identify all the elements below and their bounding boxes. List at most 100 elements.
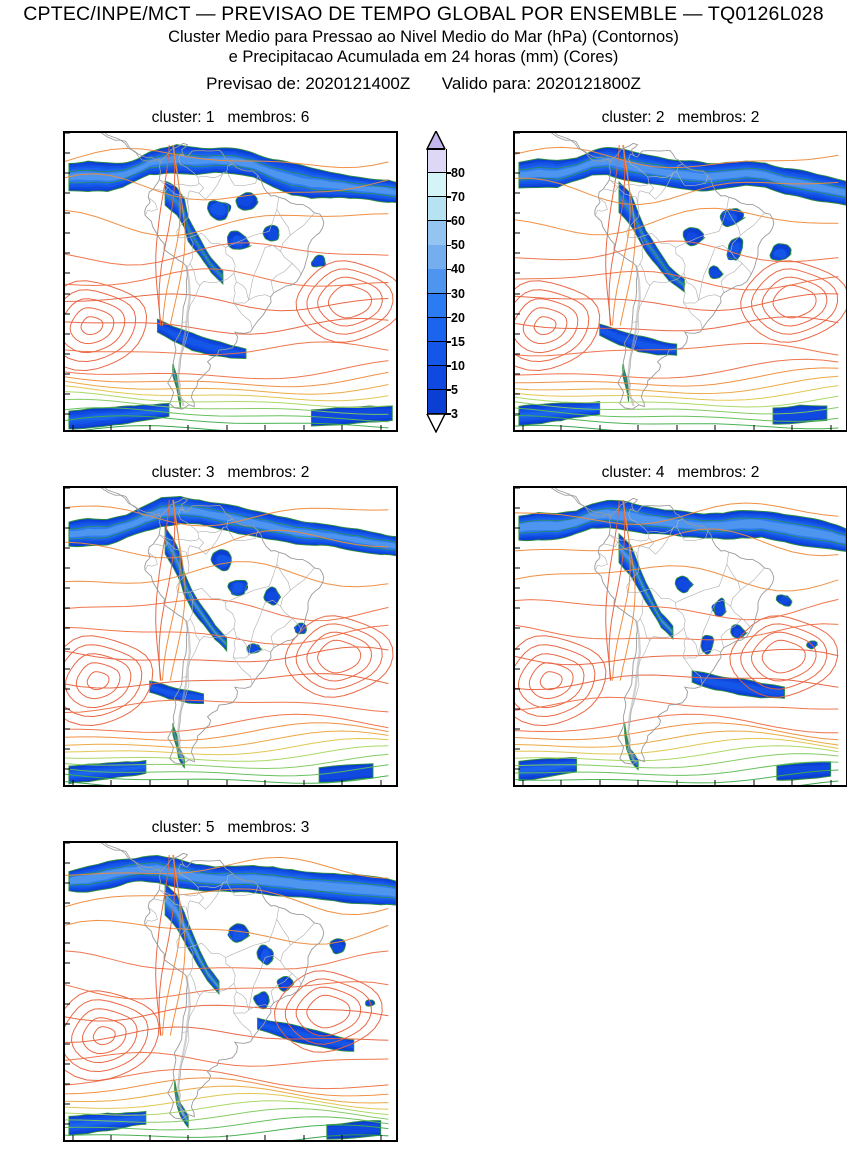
lat-axis-tick [65,607,70,609]
map-canvas-cluster-4[interactable]: 15N10N5NEQ5S10S15S20S25S30S35S40S45S50S5… [513,486,847,787]
colorbar-cell [427,389,447,414]
cluster-number: 1 [205,109,215,126]
map-layers [65,133,396,430]
lon-axis-tick [791,425,793,430]
cluster-label: cluster: [151,819,202,836]
members-count: 6 [300,109,310,126]
lon-axis-tick [637,780,639,785]
lat-axis-tick [65,728,70,730]
map-canvas-cluster-1[interactable]: 15N10N5NEQ5S10S15S20S25S30S35S40S45S50S5… [63,131,398,432]
lon-axis-tick [791,780,793,785]
colorbar-label: 20 [451,310,465,325]
cluster-number: 5 [205,819,215,836]
lat-axis-tick [515,668,520,670]
lat-axis-tick [515,587,520,589]
cluster-number: 3 [205,464,215,481]
colorbar-label: 60 [451,214,465,229]
lon-axis-tick [522,780,524,785]
lat-axis-tick [515,627,520,629]
colorbar-label: 40 [451,262,465,277]
map-canvas-cluster-2[interactable]: 15N10N5NEQ5S10S15S20S25S30S35S40S45S50S5… [513,131,847,432]
lon-axis-tick [110,1135,112,1140]
lat-axis-tick [515,488,520,489]
lat-axis-tick [65,353,70,355]
lat-axis-tick [65,232,70,234]
members-label: membros: [677,464,747,481]
lat-axis-tick [65,272,70,274]
lon-axis-tick [187,425,189,430]
lon-axis-tick [380,780,382,785]
title-line-1: CPTEC/INPE/MCT — PREVISAO DE TEMPO GLOBA… [23,3,824,25]
lon-axis-tick [599,780,601,785]
lat-axis-tick [515,527,520,529]
lat-axis-tick [65,862,70,864]
map-layers [515,133,846,430]
lat-axis-tick [515,507,520,509]
lon-axis-tick [830,780,832,785]
lat-axis-tick [65,708,70,710]
lat-axis-tick [65,313,70,315]
colorbar-tick [445,196,451,198]
lat-axis-tick [515,768,520,770]
cluster-label: cluster: [601,109,652,126]
lon-axis-tick [110,425,112,430]
lat-axis-tick [65,333,70,335]
lon-axis-tick [264,425,266,430]
colorbar-tick [445,365,451,367]
lat-axis-tick [515,192,520,194]
colorbar-divider [427,244,445,247]
colorbar-tick [445,413,451,415]
lon-axis-tick [714,780,716,785]
title-line-3: e Precipitacao Acumulada em 24 horas (mm… [228,48,619,66]
lat-axis-tick [65,152,70,154]
colorbar-top-border [427,148,445,150]
lon-axis-tick [560,780,562,785]
lon-axis-tick [341,425,343,430]
colorbar-tick [445,220,451,223]
lon-axis-tick [303,780,305,785]
colorbar-label: 80 [451,166,465,181]
lon-axis-tick [226,780,228,785]
colorbar-tick [445,340,451,343]
title-line-2: Cluster Medio para Pressao ao Nivel Medi… [168,28,679,46]
lon-axis-tick [341,780,343,785]
map-canvas-cluster-5[interactable]: 15N10N5NEQ5S10S15S20S25S30S35S40S45S50S5… [63,841,398,1142]
cluster-label: cluster: [601,464,652,481]
lat-axis-tick [65,393,70,395]
lat-axis-tick [65,1083,70,1085]
cluster-panel-4: cluster: 4 membros: 2 15N10N5NEQ5S10S15S20… [513,464,847,787]
colorbar-cell [427,173,447,198]
lat-axis-tick [515,212,520,214]
lat-axis-tick [65,1103,70,1105]
colorbar-tick [445,172,451,174]
lon-axis-tick [753,780,755,785]
lat-axis-tick [65,902,70,904]
lon-axis-tick [303,425,305,430]
lat-axis-tick [65,748,70,750]
lat-axis-tick [515,272,520,274]
colorbar-cell [427,197,447,222]
colorbar-tick [445,316,451,319]
cluster-panel-3: cluster: 3 membros: 2 15N10N5NEQ5S10S15S20… [63,464,398,787]
lat-axis-tick [515,547,520,549]
lon-axis-tick [714,425,716,430]
lat-axis-tick [515,688,520,690]
lat-axis-tick [65,507,70,509]
cluster-label: cluster: [151,109,202,126]
map-layers [65,488,396,785]
colorbar-cell [427,221,447,246]
lon-axis-tick [264,1135,266,1140]
map-canvas-cluster-3[interactable]: 15N10N5NEQ5S10S15S20S25S30S35S40S45S50S5… [63,486,398,787]
colorbar-under-arrow [426,414,446,433]
lat-axis-tick [65,942,70,944]
lat-axis-tick [515,133,520,134]
lon-axis-tick [303,1135,305,1140]
lat-axis-tick [515,293,520,295]
lat-axis-tick [65,1003,70,1005]
lon-axis-tick [637,425,639,430]
cluster-panel-5: cluster: 5 membros: 3 15N10N5NEQ5S10S15S20… [63,819,398,1142]
lon-axis-tick [599,425,601,430]
lat-axis-tick [515,607,520,609]
lat-axis-tick [65,882,70,884]
colorbar-tick [445,268,451,271]
